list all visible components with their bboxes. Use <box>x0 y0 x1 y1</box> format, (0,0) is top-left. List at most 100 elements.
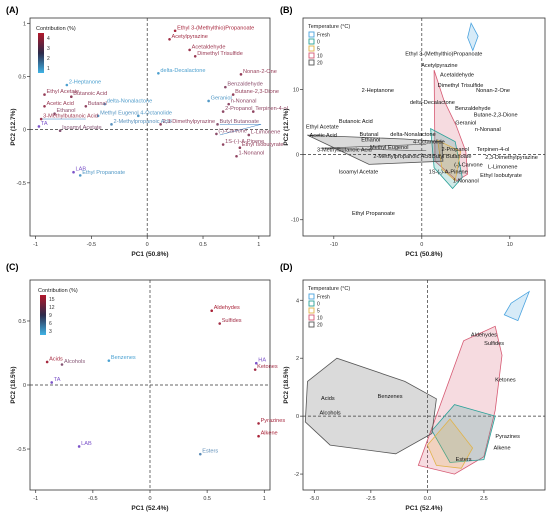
x-tick-label: -0.5 <box>88 496 97 502</box>
point-label: Butanoic Acid <box>73 91 107 97</box>
hull-5 <box>426 418 474 469</box>
x-tick-label: 0 <box>146 242 149 248</box>
variable-label: 2,3-Dimethylpyrazine <box>485 155 538 161</box>
point-marker <box>193 54 197 58</box>
x-tick-label: 0 <box>148 496 151 502</box>
point-marker <box>103 102 107 106</box>
point-label: Butanal <box>88 101 107 107</box>
point-label: 1-Nonanol <box>239 151 265 157</box>
point-marker <box>60 363 64 366</box>
variable-label: Ketones <box>495 377 516 383</box>
point-marker <box>58 129 62 133</box>
point-marker <box>110 123 113 126</box>
panel-label-c: (C) <box>6 262 19 272</box>
legend-entry-20: 20 <box>317 323 323 329</box>
x-axis-label: PC1 (52.4%) <box>131 505 168 512</box>
variable-label: Ethyl Isobutyrate <box>480 173 522 179</box>
point-label: Methyl Eugenol <box>100 110 139 116</box>
variable-label: 2-Methylpropanoic Acid <box>373 154 431 160</box>
point-marker <box>231 93 235 96</box>
variable-label: (-)-Carvone <box>454 162 483 168</box>
point-marker <box>247 133 251 137</box>
legend-tick-label: 3 <box>49 329 52 335</box>
legend-title: Contribution (%) <box>36 26 76 32</box>
point-label: delta-Nonalactone <box>107 99 152 105</box>
variable-label: Ethyl 3-(Methylthio)Propanoate <box>405 52 482 58</box>
point-label: 4-Octanolide <box>140 110 172 116</box>
variable-label: 2-Propanol <box>442 147 469 153</box>
point-marker <box>65 83 69 87</box>
y-tick-label: 4 <box>296 298 299 304</box>
legend-tick-label: 4 <box>47 36 50 42</box>
legend-tick-label: 15 <box>49 297 55 303</box>
y-axis-label: PC2 (18.5%) <box>10 366 17 403</box>
y-axis-label: PC2 (12.7%) <box>10 108 17 145</box>
x-axis-label: PC1 (50.8%) <box>405 251 442 258</box>
legend-tick-label: 6 <box>49 321 52 327</box>
point-label: L-Limonene <box>251 129 281 135</box>
legend-key-5 <box>308 307 315 314</box>
point-label: Esters <box>202 449 218 455</box>
point-marker <box>84 104 88 108</box>
point-label: delta-Decalactone <box>160 68 205 74</box>
point-label: Acetylpyrazine <box>172 34 208 40</box>
point-label: Benzaldehyde <box>227 82 262 88</box>
legend-colorbar <box>40 295 46 335</box>
point-label: Acids <box>49 356 63 362</box>
y-tick-label: 0.5 <box>18 319 26 325</box>
x-tick-label: 0.5 <box>203 496 211 502</box>
variable-label: 1-Nonanol <box>453 179 479 185</box>
point-marker <box>251 110 255 113</box>
variable-label: Butanoic Acid <box>339 119 373 125</box>
y-tick-label: 1 <box>23 21 26 27</box>
variable-label: Dimethyl Trisulfide <box>438 83 484 89</box>
x-tick-label: 10 <box>507 242 513 248</box>
variable-label: Methyl Eugenol <box>370 145 409 151</box>
x-tick-label: 2.5 <box>480 496 488 502</box>
point-label: 1S-(-)-A-Pinene <box>225 139 264 145</box>
point-label: Aldehydes <box>214 305 240 311</box>
point-marker <box>77 445 81 448</box>
variable-label: Ethyl Acetate <box>306 125 339 131</box>
legend-entry-0: 0 <box>317 302 320 308</box>
x-tick-label: 1 <box>263 496 266 502</box>
leader-line <box>219 124 262 136</box>
point-label: Butane-2,3-Dione <box>235 89 279 95</box>
variable-label: Terpinen-4-ol <box>477 147 510 153</box>
x-tick-label: -5.0 <box>310 496 319 502</box>
legend-tick-label: 12 <box>49 305 55 311</box>
panel-c-loadings-plot: -1 -0.5 0 0.5 1 -0.5 0 0.5 PC1 (52.4%) PC2 (18.5%… <box>10 279 285 512</box>
variable-label: Ethanol <box>361 138 380 144</box>
panel-label-a: (A) <box>6 5 19 15</box>
leader-line <box>320 147 427 152</box>
variable-label: n-Nonanal <box>475 127 501 133</box>
point-label: Dimethyl Trisulfide <box>197 51 243 57</box>
y-tick-label: 10 <box>293 88 299 94</box>
point-label: Sulfides <box>222 318 242 324</box>
variable-label: Alcohols <box>320 411 341 417</box>
point-label: LAB <box>81 441 92 447</box>
point-label: LAB <box>76 167 87 173</box>
panel-b-biplot: -10 0 10 -10 0 10 PC1 (50.8%) PC2 (12.7%) Ethyl … <box>283 17 546 258</box>
point-marker <box>221 143 225 146</box>
panel-label-d: (D) <box>280 262 293 272</box>
variable-label: delta-Nonalactone <box>390 132 435 138</box>
point-marker <box>188 48 191 52</box>
point-marker <box>107 359 111 362</box>
point-marker <box>72 170 75 174</box>
point-marker <box>235 154 238 158</box>
x-axis-label: PC1 (50.8%) <box>131 251 168 258</box>
point-marker <box>218 322 222 325</box>
point-marker <box>257 434 260 438</box>
legend-key-0 <box>308 38 315 45</box>
hull-fresh <box>503 290 531 322</box>
y-tick-label: -10 <box>291 218 299 224</box>
legend-key-0 <box>308 300 315 307</box>
variable-label: 4-Octanolide <box>413 140 445 146</box>
point-marker <box>45 360 49 364</box>
point-marker <box>37 125 41 128</box>
point-label: Acetaldehyde <box>192 44 226 50</box>
point-marker <box>216 123 219 126</box>
point-label: 2,3-Dimethylpyrazine <box>163 119 216 125</box>
point-label: 3-Methylbutanoic Acid <box>43 114 98 120</box>
